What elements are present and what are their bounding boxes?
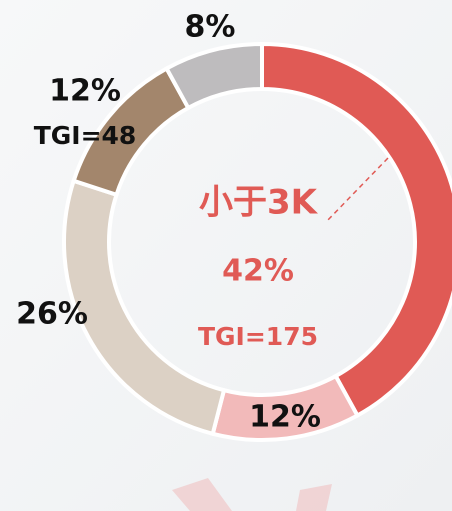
category-label: 小于3K — [199, 183, 319, 223]
data-label: 12% — [249, 400, 321, 435]
chart: 小于3K TGI=175 TGI=48 42% 12% 26% 12% 8% — [0, 0, 452, 511]
annotation: TGI=48 — [34, 121, 137, 150]
data-label: 42% — [222, 254, 294, 289]
data-label: 8% — [185, 10, 236, 45]
data-label: 12% — [49, 74, 121, 109]
page: {"chart_data": {"type": "pie", "categori… — [0, 0, 452, 511]
annotation: TGI=175 — [198, 322, 318, 351]
data-label: 26% — [16, 297, 88, 332]
